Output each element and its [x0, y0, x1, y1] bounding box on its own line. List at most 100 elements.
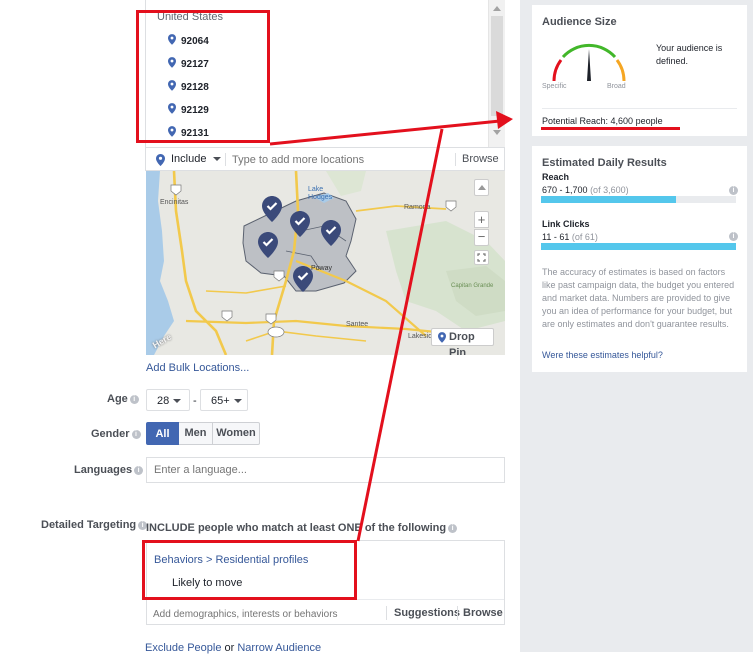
- reach-label: Reach: [542, 172, 570, 182]
- annotation-box-targeting: [142, 540, 357, 600]
- info-icon[interactable]: i: [448, 524, 458, 533]
- annotation-underline-reach: [541, 127, 680, 130]
- targeting-breadcrumb: Behaviors > Residential profiles: [154, 554, 308, 566]
- suggestions-button[interactable]: Suggestions: [394, 607, 461, 619]
- zip-code-item[interactable]: 92129: [168, 103, 209, 117]
- age-min-value: 28: [157, 395, 170, 407]
- link-clicks-range: 11 - 61: [542, 232, 570, 242]
- gender-all-button[interactable]: All: [146, 422, 179, 445]
- reach-range: 670 - 1,700: [542, 185, 588, 195]
- estimates-feedback-link[interactable]: Were these estimates helpful?: [542, 350, 663, 360]
- map-label-santee: Santee: [346, 321, 369, 328]
- drop-pin-label: Drop Pin: [449, 331, 475, 355]
- age-min-select[interactable]: 28: [146, 389, 190, 411]
- link-clicks-bar-fill: [541, 243, 736, 250]
- gender-label-group: Gender i: [91, 428, 141, 440]
- info-icon[interactable]: i: [134, 466, 144, 475]
- location-pin-icon: [168, 57, 176, 71]
- detailed-targeting-box: Behaviors > Residential profiles Likely …: [146, 540, 505, 625]
- language-input[interactable]: [146, 457, 505, 483]
- map-label-capitan-grande: Capitan Grande: [451, 283, 494, 289]
- gender-toggle-group: All Men Women: [146, 422, 260, 445]
- map-pin-icon[interactable]: [258, 232, 278, 258]
- targeting-item: Likely to move: [172, 577, 243, 589]
- zip-code-label: 92128: [181, 82, 209, 93]
- map-label-encinitas: Encinitas: [160, 199, 189, 206]
- info-icon[interactable]: i: [138, 521, 148, 530]
- info-icon[interactable]: i: [129, 395, 139, 404]
- location-browse-button[interactable]: Browse: [462, 153, 499, 165]
- zip-code-item[interactable]: 92127: [168, 57, 209, 71]
- languages-label: Languages: [74, 464, 133, 476]
- map-label-poway: Poway: [311, 265, 333, 272]
- breadcrumb-separator: >: [205, 554, 213, 566]
- fullscreen-icon[interactable]: [474, 250, 489, 265]
- detailed-targeting-label: Detailed Targeting: [41, 519, 137, 531]
- info-icon[interactable]: i: [727, 184, 738, 196]
- age-label-group: Age i: [107, 393, 139, 405]
- estimates-note: The accuracy of estimates is based on fa…: [542, 267, 735, 329]
- zip-code-label: 92129: [181, 105, 209, 116]
- drop-pin-button[interactable]: Drop Pin: [431, 328, 494, 355]
- zip-code-item[interactable]: 92131: [168, 126, 209, 140]
- scroll-down-arrow[interactable]: [493, 130, 501, 135]
- chevron-down-icon: [213, 157, 222, 161]
- reach-value: 670 - 1,700 (of 3,600): [542, 185, 629, 195]
- age-label: Age: [107, 393, 128, 405]
- detailed-targeting-label-group: Detailed Targeting i: [41, 519, 148, 531]
- map-scroll-up-button[interactable]: [474, 179, 489, 196]
- map-pin-icon[interactable]: [321, 220, 341, 246]
- right-panel: Audience Size Specific Broad Your audien…: [520, 0, 753, 652]
- location-map[interactable]: Encinitas Lake Hodges Ramona Poway Sante…: [146, 171, 505, 355]
- zip-code-label: 92064: [181, 36, 209, 47]
- location-pin-icon: [156, 154, 165, 169]
- zoom-in-button[interactable]: +: [474, 211, 489, 228]
- annotation-box-zip-codes: [136, 10, 270, 143]
- location-search-row: Include Browse: [145, 147, 505, 171]
- location-pin-icon: [168, 80, 176, 94]
- gender-label: Gender: [91, 428, 130, 440]
- scroll-thumb[interactable]: [491, 16, 503, 116]
- location-pin-icon: [168, 126, 176, 140]
- narrow-audience-link[interactable]: Narrow Audience: [237, 642, 322, 654]
- estimated-results-title: Estimated Daily Results: [542, 157, 667, 169]
- map-pin-icon[interactable]: [262, 196, 282, 222]
- map-pin-icon[interactable]: [293, 266, 313, 292]
- location-pin-icon: [438, 332, 446, 348]
- chevron-down-icon: [233, 399, 242, 403]
- include-label: Include: [171, 153, 207, 165]
- reach-bar-track: [541, 196, 736, 203]
- audience-gauge: [552, 43, 626, 82]
- potential-reach: Potential Reach: 4,600 people: [542, 116, 663, 126]
- location-search-input[interactable]: [232, 152, 452, 167]
- include-dropdown[interactable]: Include: [171, 153, 222, 165]
- breadcrumb-residential-profiles-link[interactable]: Residential profiles: [215, 554, 309, 566]
- include-criteria-text-group: INCLUDE people who match at least ONE of…: [146, 522, 458, 534]
- zoom-out-button[interactable]: −: [474, 229, 489, 246]
- zip-code-item[interactable]: 92128: [168, 80, 209, 94]
- targeting-search-input[interactable]: [153, 607, 378, 621]
- link-clicks-bar-track: [541, 243, 736, 250]
- breadcrumb-behaviors-link[interactable]: Behaviors: [154, 554, 203, 566]
- map-label-ramona: Ramona: [404, 204, 431, 211]
- zip-code-item[interactable]: 92064: [168, 34, 209, 48]
- reach-bar-fill: [541, 196, 676, 203]
- map-label-lake-hodges: Lake Hodges: [308, 186, 333, 201]
- languages-label-group: Languages i: [74, 464, 144, 476]
- gender-women-button[interactable]: Women: [213, 422, 260, 445]
- link-clicks-label: Link Clicks: [542, 219, 590, 229]
- info-icon[interactable]: i: [131, 430, 141, 439]
- scroll-up-arrow[interactable]: [493, 6, 501, 11]
- gender-men-button[interactable]: Men: [179, 422, 213, 445]
- info-icon[interactable]: i: [727, 230, 738, 242]
- targeting-browse-button[interactable]: Browse: [463, 607, 503, 619]
- age-max-select[interactable]: 65+: [200, 389, 248, 411]
- footer-or-text: or: [224, 642, 235, 654]
- link-clicks-total: (of 61): [571, 232, 598, 242]
- location-scrollbar[interactable]: [488, 0, 505, 147]
- exclude-people-link[interactable]: Exclude People: [145, 642, 222, 654]
- audience-description: Your audience is defined.: [656, 43, 723, 66]
- map-pin-icon[interactable]: [290, 211, 310, 237]
- add-bulk-locations-link[interactable]: Add Bulk Locations...: [146, 362, 250, 374]
- gauge-specific-label: Specific: [542, 83, 567, 90]
